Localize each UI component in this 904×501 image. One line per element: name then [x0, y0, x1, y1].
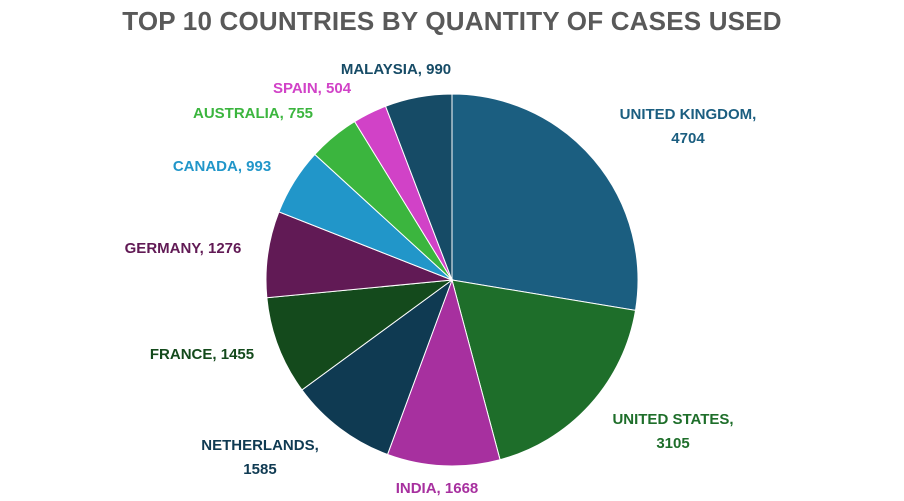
data-label-text: NETHERLANDS,: [201, 437, 319, 454]
data-label-value: 3105: [656, 435, 690, 452]
pie-slice-netherlands: [301, 278, 454, 456]
data-label-united-states: UNITED STATES, 3105: [612, 408, 733, 456]
pie-slice-united-states: [451, 279, 637, 461]
data-label-text: UNITED STATES,: [612, 411, 734, 428]
pie-slice-malaysia: [384, 93, 453, 281]
pie-slice-united-kingdom: [451, 93, 639, 311]
data-label-value: 4704: [671, 130, 705, 147]
pie-slice-france: [266, 279, 454, 391]
data-label-text: FRANCE, 1455: [149, 346, 255, 363]
data-label-australia: AUSTRALIA, 755: [193, 102, 313, 126]
data-label-text: MALAYSIA, 990: [340, 61, 452, 78]
data-label-germany: GERMANY, 1276: [125, 237, 242, 261]
data-label-india: INDIA, 1668: [396, 477, 479, 501]
data-label-value: 1585: [243, 461, 277, 478]
data-label-netherlands: NETHERLANDS, 1585: [201, 434, 319, 482]
data-label-text: SPAIN, 504: [272, 80, 352, 97]
data-label-united-kingdom: UNITED KINGDOM, 4704: [620, 103, 757, 151]
pie-slice-india: [386, 278, 501, 467]
chart-title: TOP 10 COUNTRIES BY QUANTITY OF CASES US…: [122, 6, 782, 36]
data-label-spain: SPAIN, 504: [273, 77, 351, 101]
data-label-france: FRANCE, 1455: [150, 343, 254, 367]
data-label-text: CANADA, 993: [172, 158, 272, 175]
data-label-malaysia: MALAYSIA, 990: [341, 58, 451, 82]
data-label-text: GERMANY, 1276: [124, 240, 242, 257]
data-label-text: AUSTRALIA, 755: [192, 105, 314, 122]
data-label-text: INDIA, 1668: [395, 480, 479, 497]
data-label-canada: CANADA, 993: [173, 155, 271, 179]
data-label-text: UNITED KINGDOM,: [619, 106, 757, 123]
